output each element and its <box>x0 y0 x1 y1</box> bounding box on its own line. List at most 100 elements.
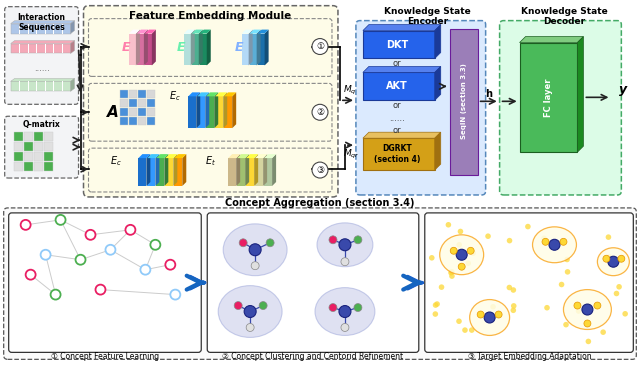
Bar <box>34 132 43 141</box>
Circle shape <box>525 224 531 230</box>
Circle shape <box>511 303 516 309</box>
Bar <box>138 158 147 186</box>
Circle shape <box>564 269 570 275</box>
Polygon shape <box>258 30 269 33</box>
FancyBboxPatch shape <box>4 208 636 359</box>
Bar <box>129 117 138 125</box>
Bar <box>156 158 164 186</box>
Circle shape <box>549 239 560 250</box>
Polygon shape <box>577 36 584 152</box>
Ellipse shape <box>223 224 287 276</box>
Polygon shape <box>197 92 209 96</box>
Circle shape <box>339 305 351 318</box>
Bar <box>174 158 182 186</box>
Polygon shape <box>70 41 74 54</box>
Polygon shape <box>263 154 267 186</box>
Circle shape <box>354 236 362 244</box>
Bar <box>363 73 435 100</box>
Circle shape <box>76 255 86 265</box>
Polygon shape <box>223 92 227 128</box>
Polygon shape <box>249 30 253 65</box>
Bar <box>11 44 70 54</box>
Polygon shape <box>152 30 156 65</box>
Circle shape <box>608 256 619 267</box>
Polygon shape <box>228 154 240 158</box>
Circle shape <box>450 247 457 254</box>
Bar <box>19 81 20 92</box>
Bar <box>242 33 249 65</box>
Polygon shape <box>264 30 269 65</box>
Circle shape <box>456 242 462 247</box>
Text: Interaction
Sequences: Interaction Sequences <box>18 13 66 32</box>
Polygon shape <box>215 92 227 96</box>
Circle shape <box>354 304 362 311</box>
Text: Knowledge State
Encoder: Knowledge State Encoder <box>385 7 471 26</box>
Polygon shape <box>70 78 74 92</box>
Ellipse shape <box>440 235 484 275</box>
Circle shape <box>448 270 454 276</box>
Bar <box>147 108 156 116</box>
Bar <box>197 96 205 128</box>
Polygon shape <box>164 154 168 186</box>
Circle shape <box>541 235 547 241</box>
Circle shape <box>125 225 136 235</box>
Text: A: A <box>107 105 118 120</box>
Polygon shape <box>257 30 260 65</box>
Circle shape <box>51 290 61 299</box>
Bar <box>228 158 236 186</box>
Polygon shape <box>242 30 253 33</box>
Ellipse shape <box>317 223 373 267</box>
Bar <box>11 23 70 33</box>
Text: ① Concept Feature Learning: ① Concept Feature Learning <box>51 352 159 361</box>
Polygon shape <box>205 92 209 128</box>
Ellipse shape <box>563 290 611 330</box>
Polygon shape <box>200 30 211 33</box>
Bar <box>24 162 33 171</box>
Bar <box>250 33 257 65</box>
Circle shape <box>433 311 438 317</box>
Text: FC layer: FC layer <box>544 78 553 116</box>
Polygon shape <box>11 20 74 23</box>
Bar <box>258 33 264 65</box>
Bar <box>255 158 263 186</box>
Circle shape <box>600 329 606 335</box>
Polygon shape <box>237 154 249 158</box>
Polygon shape <box>137 30 148 33</box>
Circle shape <box>259 302 267 310</box>
Polygon shape <box>255 154 267 158</box>
Bar <box>129 99 138 107</box>
Polygon shape <box>156 154 159 186</box>
Bar <box>520 42 577 152</box>
Bar <box>120 108 129 116</box>
Circle shape <box>560 238 567 245</box>
Bar <box>138 117 147 125</box>
Circle shape <box>439 284 444 290</box>
Circle shape <box>329 236 337 244</box>
Text: or: or <box>392 101 401 110</box>
Bar <box>13 132 22 141</box>
Circle shape <box>563 322 569 327</box>
Text: E: E <box>177 41 186 54</box>
Polygon shape <box>246 154 258 158</box>
Text: Q-matrix: Q-matrix <box>23 120 61 129</box>
Polygon shape <box>206 92 218 96</box>
Text: ......: ...... <box>389 114 404 123</box>
Text: ①: ① <box>316 42 324 51</box>
Circle shape <box>312 104 328 120</box>
Polygon shape <box>174 154 186 158</box>
Circle shape <box>495 311 502 318</box>
Bar <box>34 162 43 171</box>
Circle shape <box>469 327 474 333</box>
Circle shape <box>234 302 242 310</box>
Bar <box>450 29 477 175</box>
Circle shape <box>607 254 612 260</box>
Bar <box>44 162 52 171</box>
Polygon shape <box>11 78 74 81</box>
Circle shape <box>485 233 491 239</box>
Circle shape <box>470 250 476 256</box>
Bar <box>28 23 29 33</box>
Circle shape <box>467 247 474 254</box>
Bar <box>13 162 22 171</box>
Text: $E_c$: $E_c$ <box>170 89 181 103</box>
Text: SeqIN (section 3.3): SeqIN (section 3.3) <box>461 63 467 139</box>
